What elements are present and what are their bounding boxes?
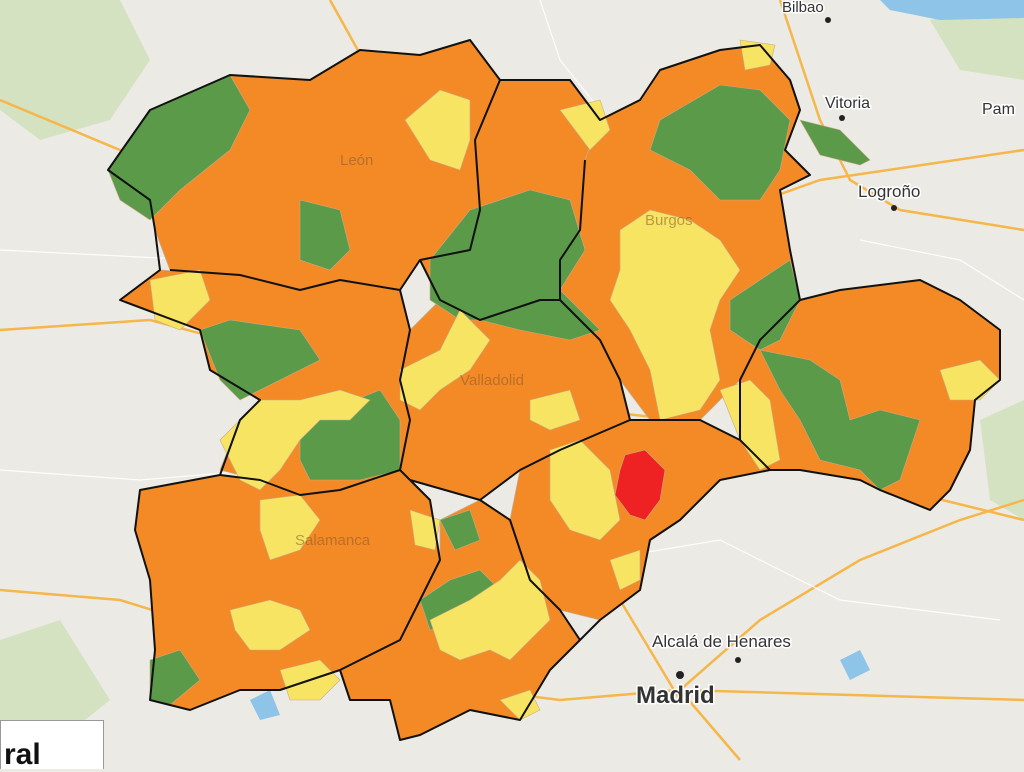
province-boundaries: [107, 39, 1001, 741]
yellow-zones: [149, 39, 1001, 721]
label-leon: León: [340, 152, 373, 169]
city-markers: [676, 17, 897, 679]
red-zone: [614, 449, 666, 521]
label-valladolid: Valladolid: [460, 372, 524, 389]
marker-alcala: [735, 657, 741, 663]
city-alcala-de-henares: Alcalá de Henares: [652, 632, 791, 651]
city-madrid: Madrid: [636, 682, 715, 709]
marker-vitoria: [839, 115, 845, 121]
underlying-labels: León Burgos Valladolid Salamanca: [295, 152, 693, 549]
park-areas: [0, 0, 1024, 740]
label-burgos: Burgos: [645, 212, 693, 229]
label-salamanca: Salamanca: [295, 532, 371, 549]
city-bilbao: Bilbao: [782, 0, 824, 16]
marker-bilbao: [825, 17, 831, 23]
marker-madrid: [676, 671, 684, 679]
city-pam: Pam: [982, 101, 1015, 118]
legend-box: [0, 720, 104, 769]
city-labels: Bilbao Vitoria Pam Logroño Alcalá de Hen…: [635, 0, 1017, 711]
city-logrono: Logroño: [858, 182, 920, 201]
legend-label: ral: [4, 738, 41, 771]
city-vitoria: Vitoria: [825, 95, 870, 112]
marker-logrono: [891, 205, 897, 211]
water-bodies: [250, 0, 1024, 720]
green-zones: [107, 74, 921, 706]
